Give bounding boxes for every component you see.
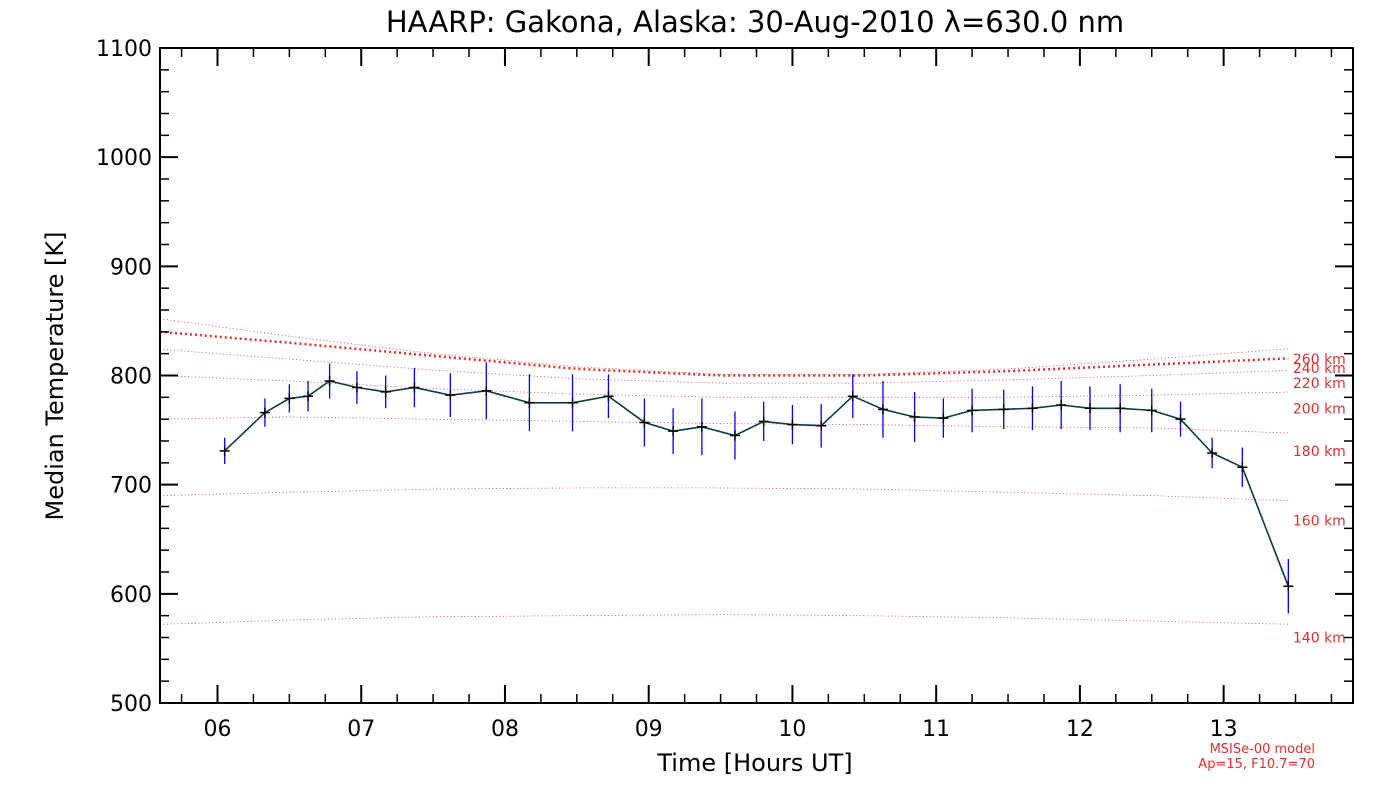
data-point [696, 421, 707, 432]
data-point [409, 382, 420, 393]
data-point [1115, 403, 1126, 414]
model-note-1: MSISe-00 model [1210, 742, 1315, 757]
altitude-label: 180 km [1293, 444, 1346, 460]
data-point [938, 413, 949, 424]
y-tick-label: 700 [110, 474, 152, 499]
y-tick-label: 1000 [96, 146, 152, 171]
data-point [877, 404, 888, 415]
chart-title: HAARP: Gakona, Alaska: 30-Aug-2010 λ=630… [386, 5, 1124, 39]
x-tick-label: 13 [1210, 717, 1238, 742]
y-tick-label: 600 [110, 583, 152, 608]
data-point [847, 391, 858, 402]
altitude-label: 220 km [1293, 376, 1346, 392]
axes: 06 07 08 09 10 11 12 13 500 600 700 800 900 1000 1100 [96, 37, 1353, 742]
altitude-label: 260 km [1293, 352, 1346, 368]
plot-frame [159, 47, 1354, 704]
data-point [380, 386, 391, 397]
x-tick-label: 07 [347, 717, 375, 742]
x-tick-label: 11 [922, 717, 950, 742]
data-point [603, 391, 614, 402]
data-point [1027, 403, 1038, 414]
altitude-label: 240 km [1293, 361, 1346, 377]
data-point [998, 404, 1009, 415]
data-point [1283, 581, 1294, 592]
data-point [668, 426, 679, 437]
data-point [351, 382, 362, 393]
data-point [639, 417, 650, 428]
y-tick-label: 900 [110, 255, 152, 280]
x-tick-label: 08 [491, 717, 519, 742]
data-point [1146, 405, 1157, 416]
y-axis-label: Median Temperature [K] [41, 231, 69, 520]
y-tick-label: 500 [110, 692, 152, 717]
measurement-line [224, 380, 1290, 587]
data-point [284, 393, 295, 404]
y-tick-label: 1100 [96, 37, 152, 62]
data-point [1207, 448, 1218, 459]
x-tick-label: 10 [778, 717, 806, 742]
data-point [445, 390, 456, 401]
y-tick-label: 800 [110, 365, 152, 390]
data-point [758, 416, 769, 427]
data-point [1056, 399, 1067, 410]
data-point [1084, 403, 1095, 414]
data-point [787, 419, 798, 430]
x-tick-label: 09 [635, 717, 663, 742]
data-point [909, 411, 920, 422]
model-curve [159, 416, 1289, 434]
model-curve [159, 614, 1289, 625]
x-axis-label: Time [Hours UT] [656, 749, 852, 777]
data-point [1175, 414, 1186, 425]
data-series [219, 362, 1294, 614]
data-point [324, 375, 335, 386]
x-tick-label: 12 [1066, 717, 1094, 742]
altitude-label: 140 km [1293, 631, 1346, 647]
data-point [303, 391, 314, 402]
data-point [259, 407, 270, 418]
data-point [567, 397, 578, 408]
model-note-2: Ap=15, F10.7=70 [1198, 757, 1315, 772]
data-point [816, 420, 827, 431]
altitude-label: 200 km [1293, 401, 1346, 417]
data-point [481, 385, 492, 396]
altitude-label: 160 km [1293, 514, 1346, 530]
data-point [1237, 462, 1248, 473]
data-point [729, 430, 740, 441]
data-point [524, 397, 535, 408]
data-point [219, 445, 230, 456]
model-curve [159, 330, 1289, 377]
model-curve [159, 487, 1289, 502]
data-point [967, 405, 978, 416]
x-tick-label: 06 [203, 717, 231, 742]
